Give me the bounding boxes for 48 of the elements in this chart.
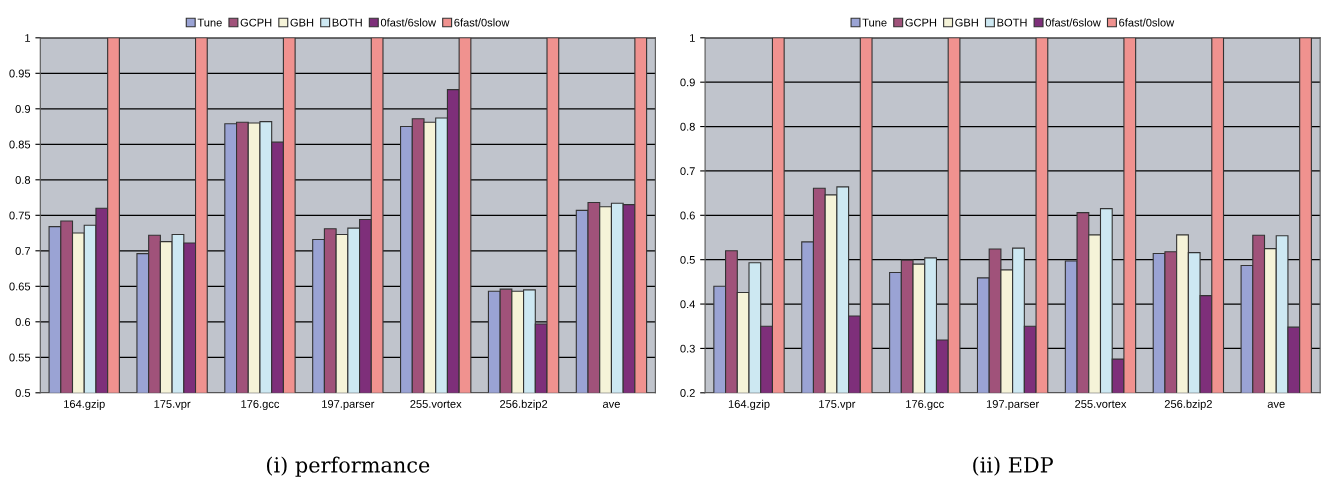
legend-label: 6fast/0slow xyxy=(1119,18,1175,27)
y-tick-label: 1 xyxy=(690,34,695,42)
y-tick-label: 0.65 xyxy=(9,282,31,291)
x-tick-label: 256.bzip2 xyxy=(1164,399,1212,411)
y-tick-label: 0.55 xyxy=(9,353,31,362)
y-tick-label: 0.6 xyxy=(15,318,31,326)
x-tick-label: 176.gcc xyxy=(906,400,944,411)
legend-label: GCPH xyxy=(240,18,272,27)
y-tick-label: 0.5 xyxy=(680,255,695,264)
legend-label: BOTH xyxy=(332,18,362,27)
x-tick-label: 175.vpr xyxy=(819,400,856,411)
y-tick-label: 0.85 xyxy=(9,140,31,149)
legend-label: GCPH xyxy=(905,18,937,27)
legend-label: 0fast/6slow xyxy=(1045,18,1101,27)
y-tick-label: 0.6 xyxy=(680,211,695,220)
y-tick-label: 1 xyxy=(25,34,31,42)
y-tick-label: 0.7 xyxy=(15,247,31,255)
y-tick-label: 0.8 xyxy=(15,176,31,184)
legend-label: 0fast/6slow xyxy=(380,18,437,27)
y-tick-label: 0.5 xyxy=(15,389,31,397)
legend-label: 6fast/0slow xyxy=(454,18,510,27)
text: (ii) EDP xyxy=(973,456,1053,476)
y-tick-label: 0.9 xyxy=(680,78,695,87)
y-tick-label: 0.9 xyxy=(15,105,31,113)
legend-label: GBH xyxy=(290,18,314,27)
y-tick-label: 0.2 xyxy=(680,389,695,397)
legend-label: Tune xyxy=(197,18,222,27)
x-tick-label: ave xyxy=(602,401,620,408)
x-tick-label: 164.gzip xyxy=(64,399,105,411)
legend-label: GBH xyxy=(955,18,978,27)
x-tick-label: 164.gzip xyxy=(728,399,770,411)
y-tick-label: 0.7 xyxy=(680,167,695,176)
x-tick-label: ave xyxy=(1267,401,1285,408)
y-tick-label: 0.4 xyxy=(680,300,696,309)
legend-label: BOTH xyxy=(997,18,1027,27)
y-tick-label: 0.3 xyxy=(680,344,695,353)
x-tick-label: 175.vpr xyxy=(154,400,191,411)
x-tick-label: 197.parser xyxy=(986,400,1039,411)
text: (i) performance xyxy=(267,456,430,477)
x-tick-label: 197.parser xyxy=(322,400,375,411)
x-tick-label: 176.gcc xyxy=(241,400,280,411)
x-tick-label: 255.vortex xyxy=(410,400,462,408)
y-tick-label: 0.8 xyxy=(680,122,695,131)
legend-label: Tune xyxy=(862,18,887,27)
y-tick-label: 0.75 xyxy=(9,211,31,220)
y-tick-label: 0.95 xyxy=(9,69,31,78)
x-tick-label: 255.vortex xyxy=(1075,400,1127,408)
x-tick-label: 256.bzip2 xyxy=(500,399,548,411)
